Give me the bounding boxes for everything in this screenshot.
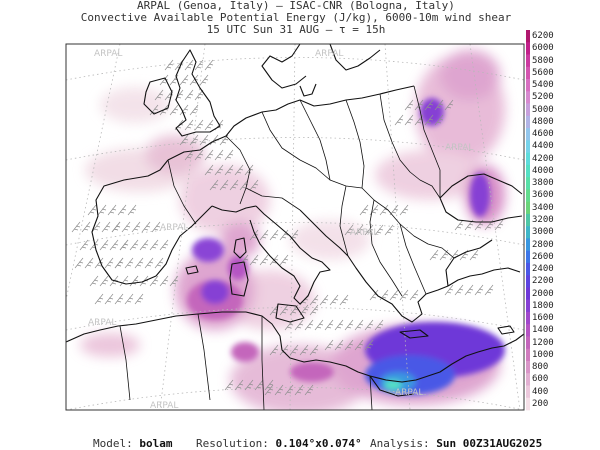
colorbar-label: 1600 xyxy=(532,313,554,324)
colorbar-swatch xyxy=(526,348,530,362)
colorbar-label: 1000 xyxy=(532,349,554,360)
colorbar-swatch xyxy=(526,397,530,411)
map-title-line-2: Convective Available Potential Energy (J… xyxy=(80,11,512,24)
colorbar-swatch xyxy=(526,140,530,153)
watermark: ARPAL xyxy=(150,401,178,411)
colorbar-swatch xyxy=(526,299,530,313)
colorbar-swatch xyxy=(526,152,530,166)
colorbar-swatch xyxy=(526,79,530,92)
colorbar-swatch xyxy=(526,226,530,239)
watermark: ARPAL xyxy=(160,223,188,233)
colorbar-label: 4600 xyxy=(532,129,554,140)
analysis-value: Sun 00Z31AUG2025 xyxy=(436,437,543,450)
colorbar-label: 3000 xyxy=(532,227,554,238)
watermark: ARPAL xyxy=(94,49,122,59)
colorbar-swatch xyxy=(526,103,530,117)
colorbar-label: 4000 xyxy=(532,165,554,176)
analysis-label: Analysis: xyxy=(370,437,430,450)
watermark: ARPAL xyxy=(315,49,343,59)
colorbar-label: 2800 xyxy=(532,239,554,250)
colorbar-swatch xyxy=(526,189,530,202)
colorbar-swatch xyxy=(526,128,530,141)
model-value: bolam xyxy=(139,437,173,450)
footer-analysis: Analysis: Sun 00Z31AUG2025 xyxy=(370,437,542,450)
colorbar-label: 2200 xyxy=(532,276,554,287)
colorbar-swatch xyxy=(526,213,530,227)
watermark-layer: ARPAL ARPAL ARPAL ARPAL ARPAL ARPAL ARPA… xyxy=(88,49,473,411)
colorbar-swatch xyxy=(526,287,530,300)
colorbar-label: 4400 xyxy=(532,141,554,152)
colorbar-swatch xyxy=(526,201,530,215)
colorbar-swatch xyxy=(526,324,530,337)
colorbar-label: 3600 xyxy=(532,190,554,201)
colorbar-swatch xyxy=(526,115,530,129)
colorbar-swatch xyxy=(526,311,530,325)
cape-field xyxy=(80,50,505,410)
map-title-line-3: 15 UTC Sun 31 AUG – τ = 15h xyxy=(206,23,386,36)
resolution-value: 0.104°x0.074° xyxy=(275,437,362,450)
colorbar-label: 2400 xyxy=(532,264,554,275)
colorbar-label: 1800 xyxy=(532,300,554,311)
colorbar-swatch xyxy=(526,30,530,43)
colorbar-swatch xyxy=(526,66,530,80)
colorbar-label: 800 xyxy=(532,362,549,373)
colorbar-label: 5400 xyxy=(532,80,554,91)
colorbar-label: 1400 xyxy=(532,325,554,336)
colorbar-swatch xyxy=(526,275,530,288)
colorbar-label: 400 xyxy=(532,386,549,397)
map-title-line-1: ARPAL (Genoa, Italy) – ISAC-CNR (Bologna… xyxy=(137,0,455,12)
resolution-label: Resolution: xyxy=(196,437,269,450)
colorbar-swatch xyxy=(526,238,530,251)
colorbar-swatch xyxy=(526,262,530,276)
watermark: ARPAL xyxy=(350,228,378,238)
colorbar-label: 6000 xyxy=(532,43,554,54)
colorbar-swatch xyxy=(526,177,530,190)
colorbar xyxy=(526,30,530,411)
colorbar-label: 6200 xyxy=(532,31,554,42)
coastlines xyxy=(66,44,524,410)
colorbar-label: 4200 xyxy=(532,153,554,164)
colorbar-label: 3200 xyxy=(532,215,554,225)
map-frame xyxy=(65,43,525,411)
colorbar-label: 3400 xyxy=(532,202,554,213)
colorbar-label: 4800 xyxy=(532,116,554,127)
footer-model: Model: bolam xyxy=(93,437,173,450)
watermark: ARPAL xyxy=(445,143,473,153)
watermark: ARPAL xyxy=(88,318,116,328)
colorbar-swatch xyxy=(526,336,530,350)
colorbar-label: 2000 xyxy=(532,288,554,299)
colorbar-swatch xyxy=(526,54,530,68)
colorbar-swatch xyxy=(526,360,530,374)
colorbar-label: 3800 xyxy=(532,178,554,189)
colorbar-label: 200 xyxy=(532,398,549,409)
footer-resolution: Resolution: 0.104°x0.074° xyxy=(196,437,362,450)
colorbar-swatch xyxy=(526,250,530,264)
colorbar-label: 5800 xyxy=(532,55,554,66)
colorbar-swatch xyxy=(526,373,530,386)
colorbar-label: 5200 xyxy=(532,92,554,103)
colorbar-swatch xyxy=(526,385,530,399)
colorbar-label: 2600 xyxy=(532,251,554,262)
colorbar-label: 5000 xyxy=(532,104,554,115)
watermark: ARPAL xyxy=(395,388,423,398)
colorbar-swatch xyxy=(526,42,530,55)
colorbar-label: 600 xyxy=(532,374,549,385)
colorbar-swatch xyxy=(526,164,530,178)
colorbar-label: 5600 xyxy=(532,67,554,78)
colorbar-swatch xyxy=(526,91,530,104)
colorbar-label: 1200 xyxy=(532,337,554,348)
model-label: Model: xyxy=(93,437,133,450)
